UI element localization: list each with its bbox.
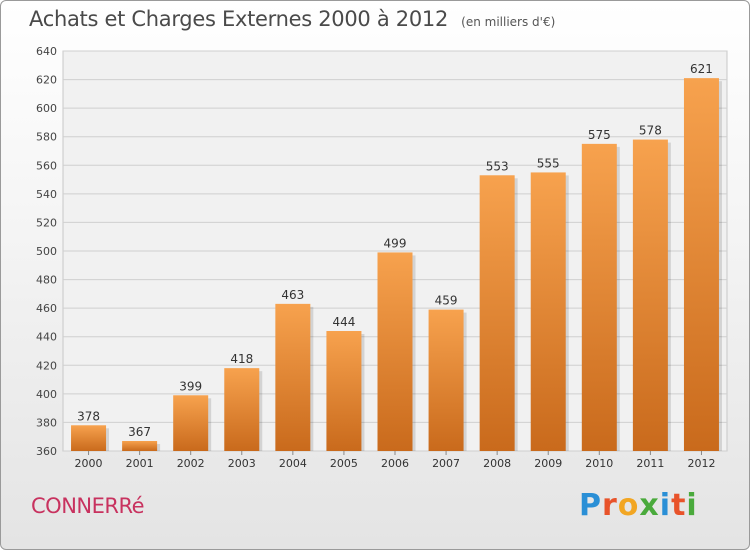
x-axis-ticks: 2000 2001 2002 2003 2004 2005 2006 2007 2008 2009… — [75, 451, 715, 470]
bar-2008 — [479, 175, 515, 452]
x-tick-label: 2000 — [75, 457, 103, 470]
bar-2002 — [173, 395, 209, 451]
y-tick-label: 420 — [36, 359, 57, 372]
data-label: 459 — [435, 294, 458, 308]
x-tick-label: 2011 — [636, 457, 664, 470]
y-tick-label: 400 — [36, 388, 57, 401]
x-tick-label: 2003 — [228, 457, 256, 470]
bar-2001 — [122, 441, 158, 451]
bar-2006 — [377, 252, 413, 451]
chart-header: Achats et Charges Externes 2000 à 2012 (… — [29, 7, 555, 31]
x-tick-label: 2001 — [126, 457, 154, 470]
y-tick-label: 540 — [36, 188, 57, 201]
x-tick-label: 2012 — [687, 457, 715, 470]
data-label: 499 — [384, 236, 407, 250]
x-tick-label: 2002 — [177, 457, 205, 470]
logo-letter: r — [602, 488, 618, 523]
data-label: 399 — [179, 379, 202, 393]
chart-subtitle: (en milliers d'€) — [461, 15, 556, 29]
commune-name: CONNERRé — [31, 494, 145, 518]
data-label: 621 — [690, 62, 713, 76]
logo-letter: i — [659, 488, 672, 523]
bar-2010 — [581, 143, 617, 451]
bar-2000 — [71, 425, 107, 451]
y-tick-label: 640 — [36, 45, 57, 58]
data-labels: 378 367 399 418 463 444 499 459 553 555 575 578 621 — [77, 62, 713, 439]
bars — [71, 78, 722, 452]
y-tick-label: 380 — [36, 416, 57, 429]
data-label: 578 — [639, 124, 662, 138]
y-tick-label: 480 — [36, 274, 57, 287]
x-tick-label: 2005 — [330, 457, 358, 470]
data-label: 553 — [486, 159, 509, 173]
logo-letter: o — [617, 488, 640, 523]
y-tick-label: 600 — [36, 102, 57, 115]
x-tick-label: 2009 — [534, 457, 562, 470]
logo-letter: P — [579, 488, 602, 523]
x-tick-label: 2010 — [585, 457, 613, 470]
y-axis-ticks: 360 380 400 420 440 460 480 500 520 540 560 580 600 6… — [36, 45, 57, 458]
proxiti-logo[interactable]: Proxiti — [579, 488, 698, 523]
data-label: 444 — [332, 315, 355, 329]
bar-2003 — [224, 368, 260, 451]
y-tick-label: 360 — [36, 445, 57, 458]
bar-2012 — [683, 78, 719, 452]
bar-2011 — [632, 139, 668, 452]
data-label: 418 — [230, 352, 253, 366]
x-tick-label: 2004 — [279, 457, 307, 470]
logo-letter: x — [639, 488, 660, 523]
bar-2004 — [275, 303, 311, 451]
data-label: 463 — [281, 288, 304, 302]
y-tick-label: 520 — [36, 216, 57, 229]
y-tick-label: 560 — [36, 159, 57, 172]
data-label: 367 — [128, 425, 151, 439]
logo-letter: t — [671, 488, 687, 523]
bar-2007 — [428, 309, 464, 451]
y-tick-label: 500 — [36, 245, 57, 258]
bar-2005 — [326, 331, 362, 451]
x-tick-label: 2007 — [432, 457, 460, 470]
logo-letter: i — [686, 488, 698, 523]
y-tick-label: 460 — [36, 302, 57, 315]
x-tick-label: 2006 — [381, 457, 409, 470]
bar-2009 — [530, 172, 566, 451]
y-tick-label: 580 — [36, 131, 57, 144]
y-tick-label: 440 — [36, 331, 57, 344]
data-label: 378 — [77, 409, 100, 423]
data-label: 555 — [537, 156, 560, 170]
x-tick-label: 2008 — [483, 457, 511, 470]
y-tick-label: 620 — [36, 74, 57, 87]
chart-title: Achats et Charges Externes 2000 à 2012 — [29, 7, 449, 31]
data-label: 575 — [588, 128, 611, 142]
